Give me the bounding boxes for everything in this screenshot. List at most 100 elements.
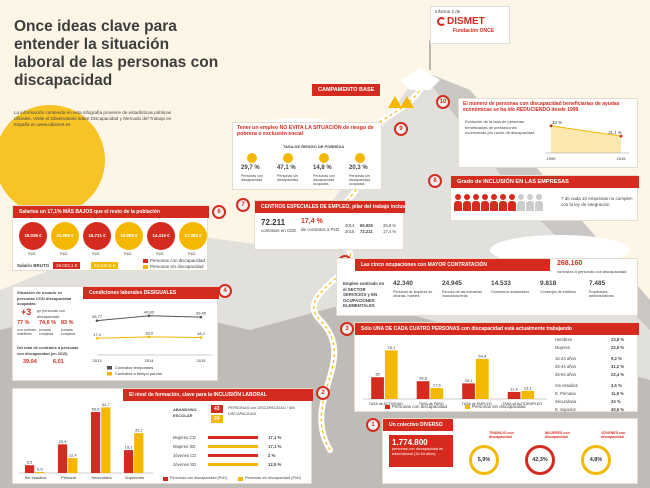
legend-psd: Personas sin discapacidad [150, 264, 204, 269]
poverty-value: 29,7 % [241, 165, 260, 171]
bar [507, 391, 521, 399]
training-bar [208, 436, 258, 439]
breakdown-label: Mujeres [555, 345, 570, 350]
breakdown-label: 25-44 años [555, 364, 576, 369]
contract-a: 39,04 [23, 359, 37, 365]
wage-circle: 17.393 € [179, 222, 207, 250]
data-label: 78,1 [387, 345, 396, 350]
category-label: TASA de ACTIVIDAD [369, 402, 403, 406]
x-tick-label: 2015 [617, 156, 627, 161]
person-body-icon [535, 201, 543, 211]
person-head-icon [527, 194, 533, 200]
category-label: Sin estudios [25, 475, 47, 480]
data-label: 40,83 [144, 309, 155, 314]
data-label: 64,4 [478, 353, 487, 358]
training-value: 17,1 % [268, 444, 282, 449]
legend-swatch [107, 372, 112, 376]
person-body-icon [499, 201, 507, 211]
intro-text: La información contenida en esta infogra… [14, 110, 172, 127]
legend-label: Contratos a tiempo parcial [115, 371, 162, 376]
cee-contracts-label: contratos en CEE [261, 228, 297, 233]
data-label: 6,5 [27, 460, 33, 465]
breakdown-label: E. Primaria [555, 391, 576, 396]
breakdown-value: 22,4 % [611, 372, 625, 377]
legend-swatch [238, 477, 243, 481]
bar [24, 465, 35, 473]
working-conditions-line-chart: 2013 2014 2015 35,77 40,83 39,45 Contratos tem… [92, 309, 213, 376]
employment-breakdown: Hombres 23,8 % Mujeres 22,9 % 16-24 años 9,2 … [555, 337, 635, 412]
breakdown-label: Hombres [555, 337, 572, 342]
bar [35, 471, 45, 473]
legend-swatch [163, 477, 168, 481]
occupation-label: Camareros asalariados [491, 290, 530, 294]
legend-label: Contratos temporales [115, 365, 153, 370]
poverty-label: Personas con discapacidad [241, 174, 263, 182]
bar [475, 358, 489, 399]
bar [521, 390, 535, 399]
diversity-value: 42,3% [525, 445, 555, 475]
section-6-card: Salarios un 17,1% MÁS BAJOS que el resto… [12, 205, 209, 271]
population-box: 1.774.800 personas con discapacidad en e… [389, 435, 453, 467]
section-3-card: Sólo UNA DE CADA CUATRO PERSONAS con dis… [354, 322, 639, 412]
area-fill [551, 125, 621, 153]
wage-circle: 19.035 € [19, 222, 47, 250]
data-point [199, 315, 203, 319]
wage-tag: PsD [188, 251, 196, 256]
legend-swatch [385, 405, 390, 409]
step-number: 1 [366, 418, 380, 432]
page-title: Once ideas clave para entender la situac… [14, 18, 219, 89]
wage-circle: 22.858 € [51, 222, 79, 250]
data-label: 19,1 [125, 445, 134, 450]
coin-stack-icon [319, 153, 329, 163]
person-body-icon [526, 201, 534, 211]
benefits-line-chart: 34 % 1999 21,1 % 2015 [545, 120, 629, 161]
data-point [147, 335, 151, 339]
section-title: Tener un empleo NO EVITA LA SITUACIÓN de… [237, 125, 374, 137]
data-label: 11,4 [510, 386, 518, 391]
plus-label: pp personas con discapacidad [37, 309, 66, 319]
breakdown-label: 45-64 años [555, 372, 576, 377]
data-label: 0,9 [37, 466, 43, 471]
contract-b: 6,01 [53, 359, 64, 365]
training-bar [208, 454, 258, 457]
odismet-o-icon [437, 17, 446, 26]
poverty-label: Personas con discapacidad ocupadas [313, 174, 335, 186]
cee-year: 2014 [345, 223, 355, 228]
employment-rates-bar-chart: 35 78,1 TASA de ACTIVIDAD 28,6 17,6 TASA de P… [363, 345, 547, 406]
x-tick-label: 2014 [145, 358, 155, 363]
section-text: Evolución de la tasa de personas benefic… [465, 119, 535, 135]
category-label: TASA de PARO [419, 402, 444, 406]
bar [68, 458, 78, 473]
bar [371, 377, 384, 399]
data-label: 25,1 [465, 378, 474, 383]
step-number: 4 [218, 284, 232, 298]
section-subtitle: TASA DE RIESGO DE POBREZA [283, 144, 345, 149]
bar [90, 412, 101, 473]
wage-tag: PcD [92, 251, 100, 256]
breakdown-value: 23,8 % [611, 337, 625, 342]
wage-tag: PcD [28, 251, 36, 256]
coin-stack-icon [355, 153, 365, 163]
person-body-icon [472, 201, 480, 211]
base-camp-label: CAMPAMENTO BASE [312, 84, 381, 96]
breakdown-value: 11,8 % [611, 391, 624, 396]
legend-pcd: Personas con discapacidad [150, 258, 206, 263]
legend-swatch [107, 366, 112, 370]
breakdown-value: 9,2 % [611, 356, 622, 361]
data-label: 33,2 [135, 428, 144, 433]
data-label: 23,9 [59, 439, 68, 444]
training-label: Jóvenes CD [173, 453, 197, 458]
breakdown-value: 24 % [611, 399, 621, 404]
step-number: 9 [394, 122, 408, 136]
cee-row-value: 72.211 [360, 229, 373, 234]
breakdown-label: 16-24 años [555, 356, 576, 361]
diversity-label: TRABAJO con discapacidad [489, 431, 514, 439]
poverty-label: Personas sin discapacidad ocupadas [349, 174, 370, 186]
training-value: 12,5 % [268, 462, 282, 467]
cee-pct: 17,4 % [301, 218, 323, 225]
person-head-icon [509, 194, 515, 200]
category-label: TASA de AUTOEMPLEO [502, 402, 542, 406]
data-label: 17,6 [433, 383, 442, 388]
person-head-icon [455, 194, 461, 200]
section-title: CENTROS ESPECIALES DE EMPLEO, pilar del … [255, 201, 405, 213]
